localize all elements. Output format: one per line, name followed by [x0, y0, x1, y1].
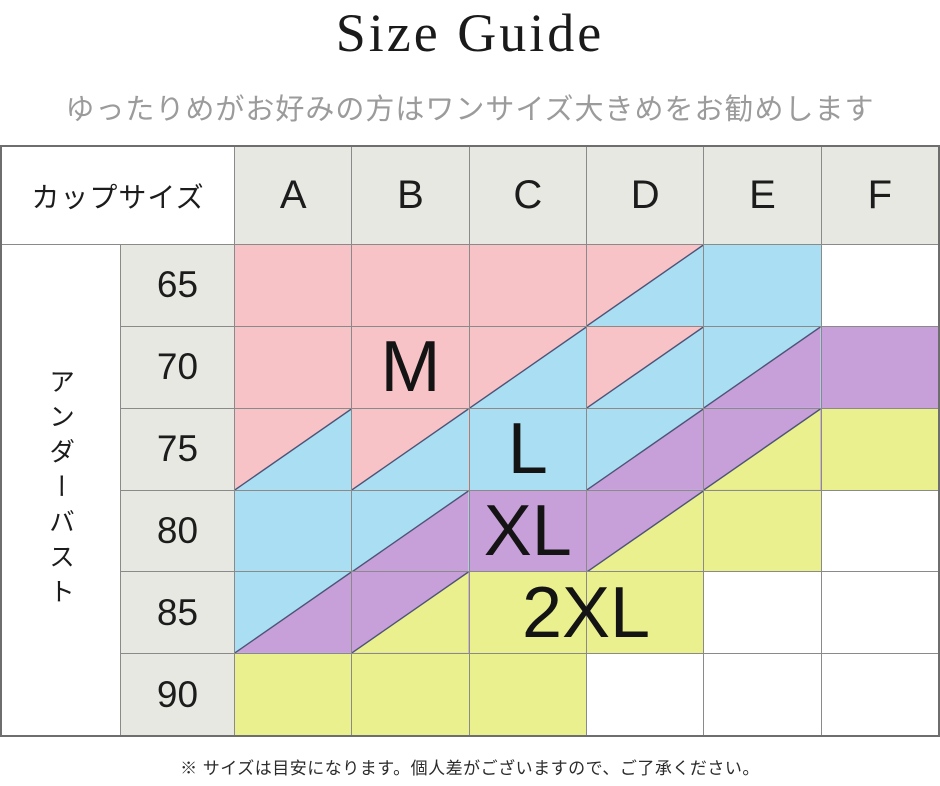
- size-cell-F80: [821, 490, 938, 572]
- underbust-row-header-75: 75: [121, 408, 234, 490]
- size-cell-D80: [587, 490, 704, 572]
- cup-column-header-D: D: [587, 147, 704, 244]
- size-cell-C65: [469, 245, 586, 326]
- underbust-row-header-90: 90: [121, 654, 234, 735]
- size-cell-C75: L: [469, 408, 586, 490]
- cup-column-header-C: C: [469, 147, 586, 244]
- diagonal-split-XL-2XL: [704, 408, 821, 490]
- size-cell-E65: [704, 245, 821, 326]
- cup-column-header-A: A: [235, 147, 352, 244]
- size-cell-B85: [352, 572, 469, 654]
- diagonal-split-XL-2XL: [352, 572, 469, 654]
- size-cell-B70: M: [352, 326, 469, 408]
- diagonal-split-L-XL: [704, 326, 821, 408]
- size-chart-table: カップサイズ A B C D E F アンダーバスト 65 70 M 75 L 80 XL 85 2XL 90: [0, 145, 940, 737]
- size-cell-E70: [704, 326, 821, 408]
- diagonal-split-L-XL: [352, 490, 469, 572]
- underbust-row-header-80: 80: [121, 490, 234, 572]
- size-cell-A65: [235, 245, 352, 326]
- size-label-M: M: [380, 327, 441, 408]
- underbust-row-header-65: 65: [121, 245, 234, 326]
- size-cell-D75: [587, 408, 704, 490]
- footer-note: ※ サイズは目安になります。個人差がございますので、ご了承ください。: [180, 759, 760, 778]
- size-cell-F70: [821, 326, 938, 408]
- size-cell-D65: [587, 245, 704, 326]
- size-cell-C70: [469, 326, 586, 408]
- underbust-row-header-85: 85: [121, 572, 234, 654]
- size-cell-D85: [587, 572, 704, 654]
- size-cell-A80: [235, 490, 352, 572]
- size-label-XL: XL: [483, 490, 572, 571]
- underbust-header-label: アンダーバスト: [2, 245, 120, 735]
- diagonal-split-M-L: [352, 408, 469, 490]
- size-cell-B80: [352, 490, 469, 572]
- size-cell-A90: [235, 654, 352, 735]
- diagonal-split-M-L: [235, 408, 352, 490]
- size-cell-E80: [704, 490, 821, 572]
- size-cell-C85: 2XL: [469, 572, 650, 654]
- size-cell-A75: [235, 408, 352, 490]
- size-cell-A85: [235, 572, 352, 654]
- size-cell-D70: [587, 326, 704, 408]
- diagonal-split-L-XL: [587, 408, 704, 490]
- subtitle: ゆったりめがお好みの方はワンサイズ大きめをお勧めします: [65, 94, 875, 126]
- diagonal-split-M-L: [587, 326, 704, 408]
- diagonal-split-XL-2XL: [587, 490, 704, 572]
- cup-column-header-B: B: [352, 147, 469, 244]
- underbust-row-header-70: 70: [121, 326, 234, 408]
- size-cell-C80: XL: [469, 490, 586, 572]
- size-cell-E75: [704, 408, 821, 490]
- size-cell-E85: [704, 572, 821, 654]
- size-cell-B90: [352, 654, 469, 735]
- size-cell-F85: [821, 572, 938, 654]
- size-label-L: L: [507, 409, 548, 490]
- size-cell-E90: [704, 654, 821, 735]
- size-cell-F90: [821, 654, 938, 735]
- diagonal-split-M-L: [587, 245, 704, 326]
- size-cell-C90: [469, 654, 586, 735]
- size-cell-D90: [587, 654, 704, 735]
- diagonal-split-M-L: [469, 326, 586, 408]
- diagonal-split-L-XL: [235, 572, 352, 654]
- size-cell-B65: [352, 245, 469, 326]
- size-cell-A70: [235, 326, 352, 408]
- cup-column-header-E: E: [704, 147, 821, 244]
- page-title: Size Guide: [335, 3, 605, 63]
- size-cell-F65: [821, 245, 938, 326]
- size-cell-F75: [821, 408, 938, 490]
- cup-column-header-F: F: [821, 147, 938, 244]
- size-cell-B75: [352, 408, 469, 490]
- cup-size-header-label: カップサイズ: [2, 147, 234, 244]
